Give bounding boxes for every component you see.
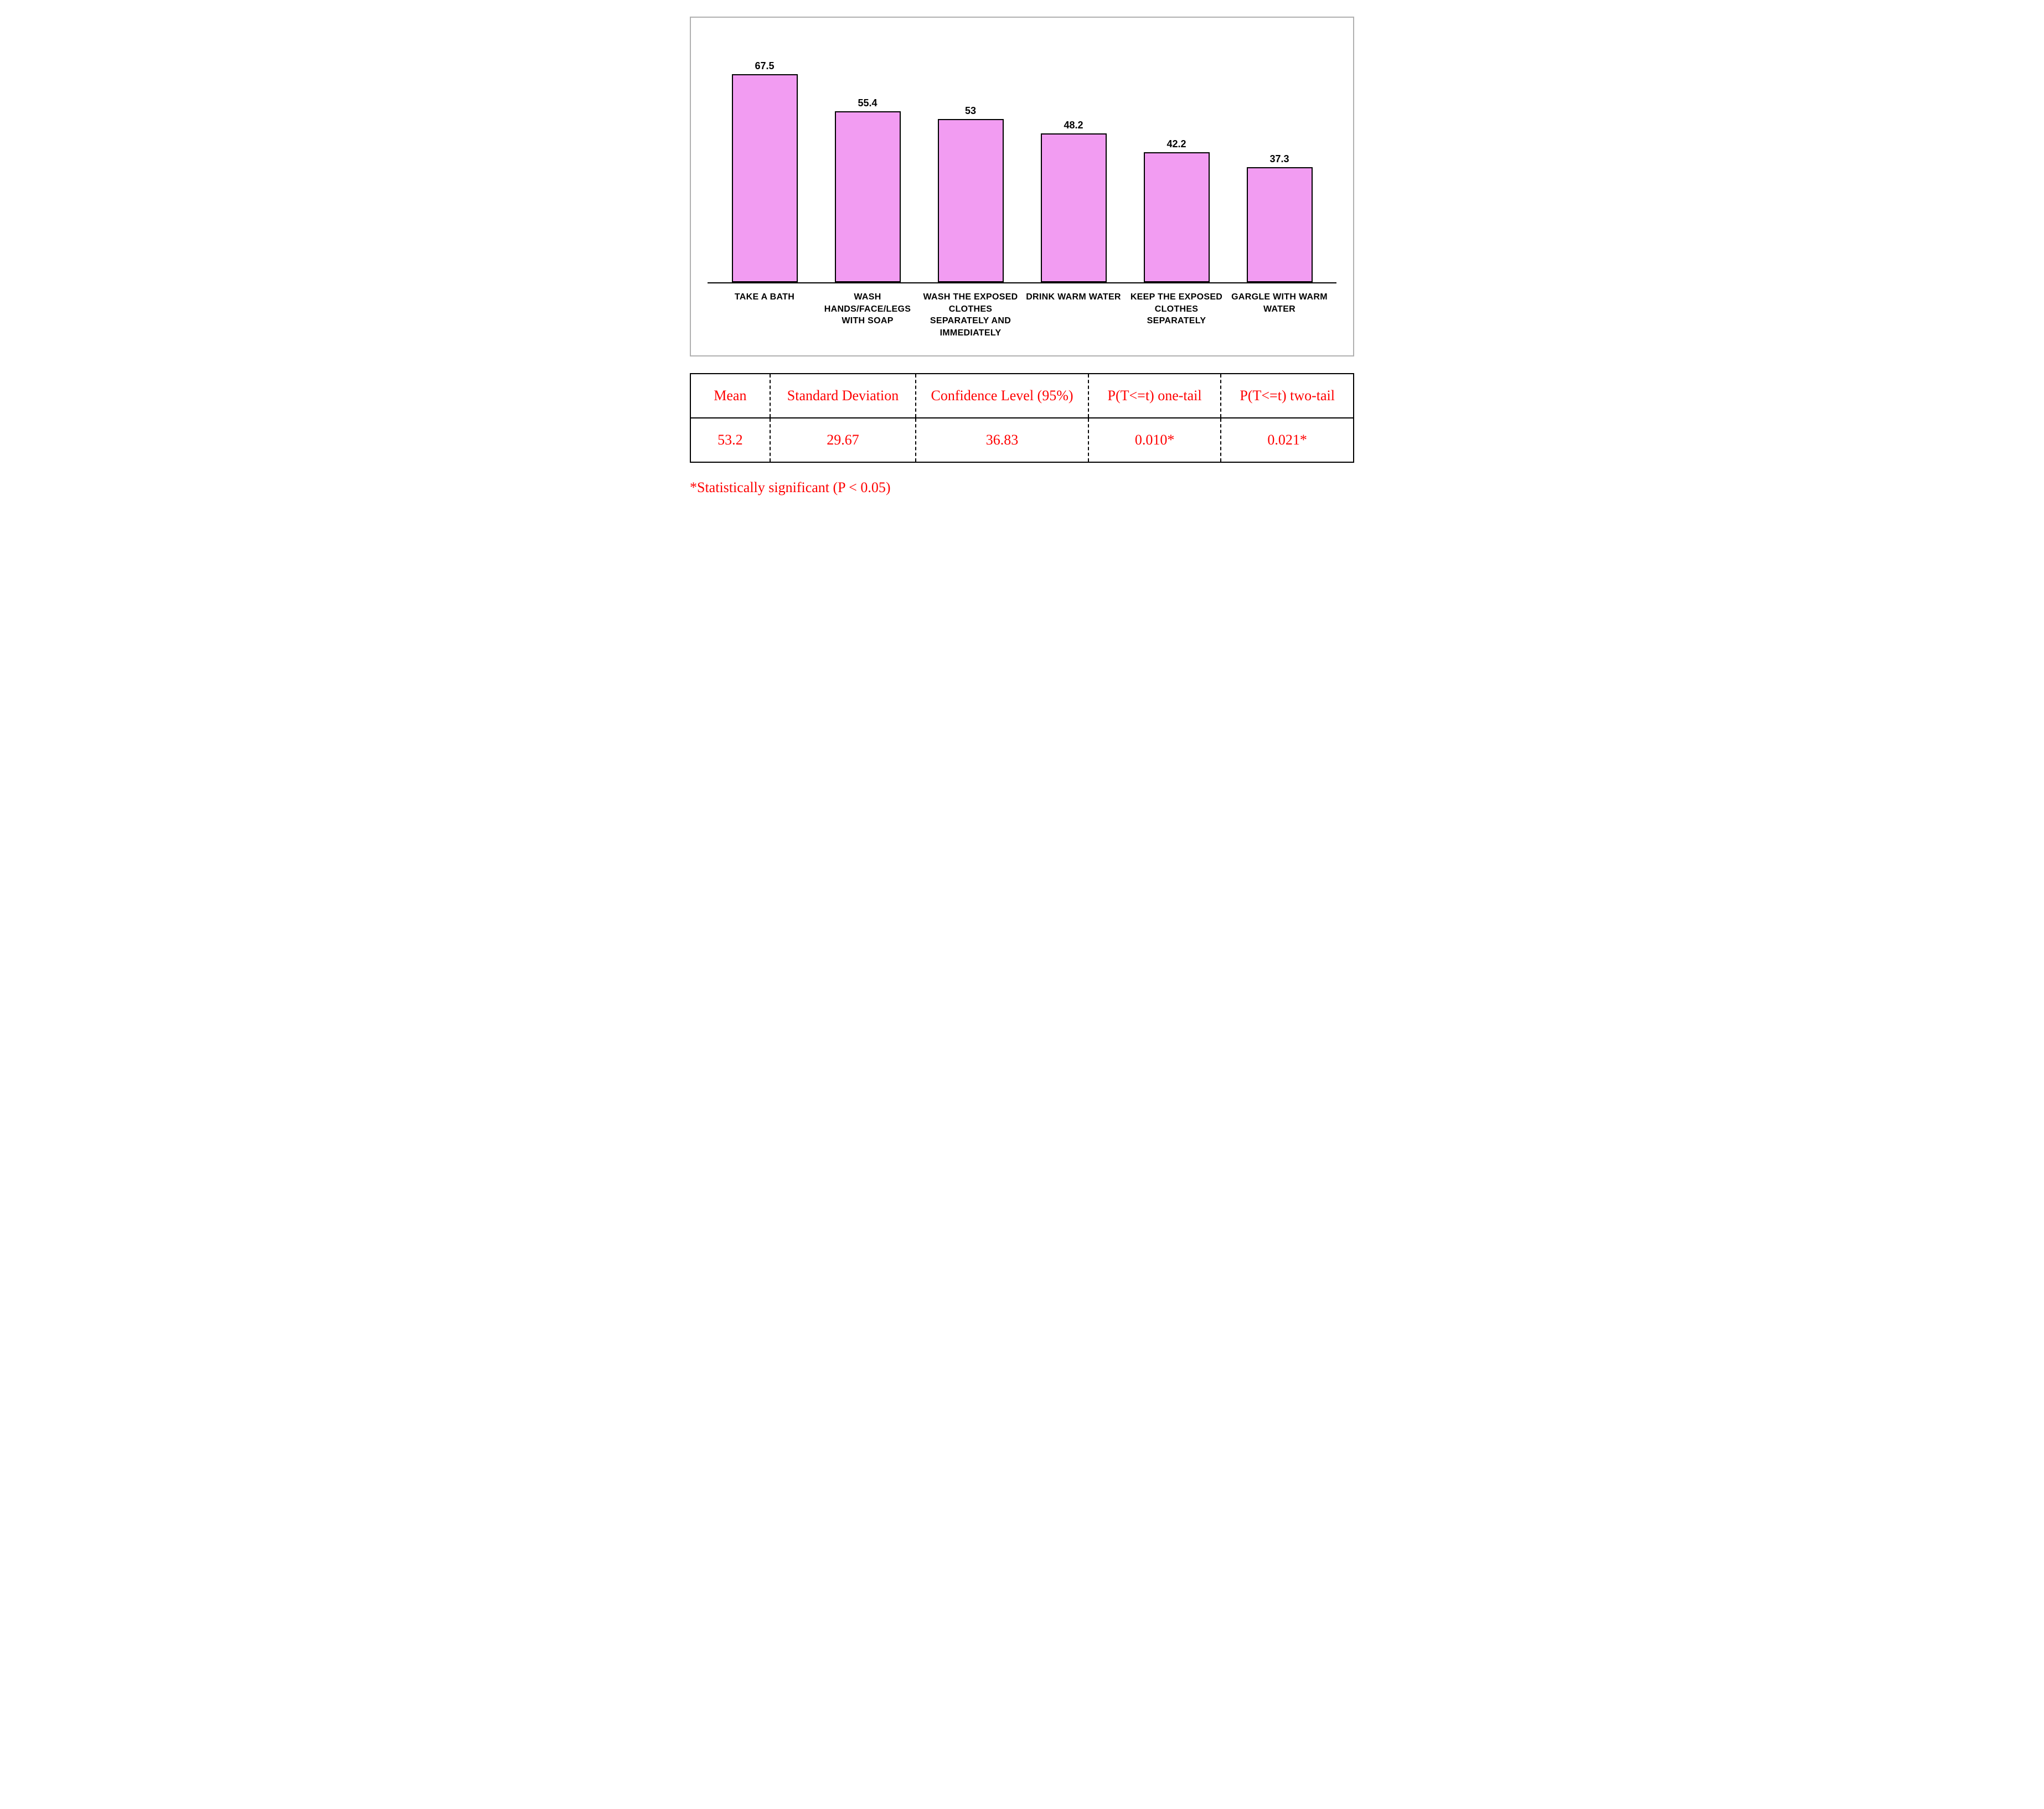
bar-chart-plot-area: 67.5 55.4 53 48.2 42.2 37.3 [708, 51, 1336, 283]
category-label: TAKE A BATH [713, 291, 816, 339]
category-label: KEEP THE EXPOSED CLOTHES SEPARATELY [1125, 291, 1228, 339]
category-label: WASH HANDS/FACE/LEGS WITH SOAP [816, 291, 919, 339]
significance-footnote: *Statistically significant (P < 0.05) [690, 479, 1354, 496]
table-row: 53.229.6736.830.010*0.021* [690, 418, 1354, 462]
bar-value-label: 53 [965, 105, 976, 117]
table-header-cell: Confidence Level (95%) [916, 374, 1088, 418]
bar [938, 119, 1004, 282]
bar-chart-category-labels: TAKE A BATHWASH HANDS/FACE/LEGS WITH SOA… [708, 283, 1336, 339]
table-header-row: MeanStandard DeviationConfidence Level (… [690, 374, 1354, 418]
bar [1247, 167, 1313, 282]
table-body: 53.229.6736.830.010*0.021* [690, 418, 1354, 462]
category-label: WASH THE EXPOSED CLOTHES SEPARATELY AND … [919, 291, 1022, 339]
bar-slot: 55.4 [816, 51, 919, 282]
table-cell: 53.2 [690, 418, 770, 462]
bar-value-label: 67.5 [755, 60, 774, 72]
table-cell: 29.67 [770, 418, 916, 462]
table-cell: 36.83 [916, 418, 1088, 462]
figure-container: 67.5 55.4 53 48.2 42.2 37.3 TAKE A BATHWASH H… [690, 17, 1354, 496]
bar [1041, 133, 1107, 282]
table-header-cell: P(T<=t) two-tail [1221, 374, 1354, 418]
table-header-cell: Mean [690, 374, 770, 418]
bar-slot: 53 [919, 51, 1022, 282]
table-cell: 0.021* [1221, 418, 1354, 462]
bar-slot: 48.2 [1022, 51, 1125, 282]
table-cell: 0.010* [1088, 418, 1221, 462]
bar-slot: 42.2 [1125, 51, 1228, 282]
bar-value-label: 48.2 [1064, 120, 1083, 131]
category-label: DRINK WARM WATER [1022, 291, 1125, 339]
table-header-cell: P(T<=t) one-tail [1088, 374, 1221, 418]
bar-value-label: 55.4 [858, 97, 877, 109]
bar-slot: 37.3 [1228, 51, 1331, 282]
bar [835, 111, 901, 282]
bar-value-label: 37.3 [1269, 153, 1289, 165]
bar [732, 74, 798, 282]
bar-slot: 67.5 [713, 51, 816, 282]
category-label: GARGLE WITH WARM WATER [1228, 291, 1331, 339]
table-header-cell: Standard Deviation [770, 374, 916, 418]
bar [1144, 152, 1210, 282]
bar-chart-frame: 67.5 55.4 53 48.2 42.2 37.3 TAKE A BATHWASH H… [690, 17, 1354, 356]
bar-value-label: 42.2 [1166, 138, 1186, 150]
statistics-table: MeanStandard DeviationConfidence Level (… [690, 373, 1354, 463]
